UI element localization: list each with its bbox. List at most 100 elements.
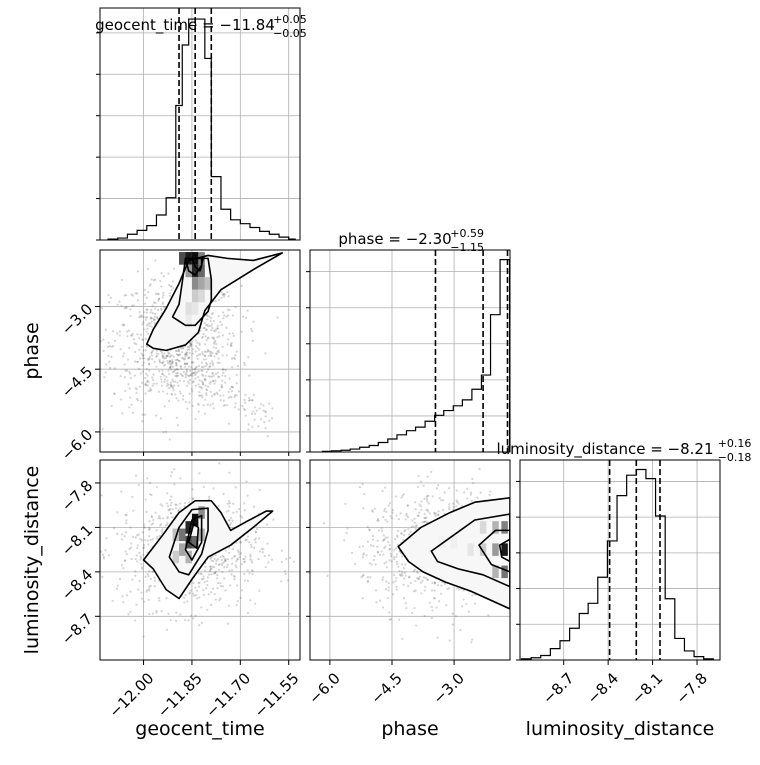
sample-point bbox=[216, 327, 219, 330]
sample-point bbox=[173, 468, 176, 471]
sample-point bbox=[241, 404, 244, 408]
sample-point bbox=[510, 598, 512, 600]
sample-point bbox=[142, 338, 145, 341]
sample-point bbox=[358, 485, 362, 489]
sample-point bbox=[412, 570, 415, 573]
density-cell bbox=[191, 277, 199, 290]
sample-point bbox=[130, 293, 133, 296]
sample-point bbox=[412, 590, 416, 593]
sample-point bbox=[388, 501, 392, 505]
sample-point bbox=[173, 483, 176, 486]
sample-point bbox=[113, 392, 116, 396]
sample-point bbox=[160, 384, 163, 387]
sample-point bbox=[235, 394, 238, 397]
sample-point bbox=[326, 574, 329, 577]
sample-point bbox=[194, 594, 198, 597]
sample-point bbox=[169, 504, 172, 507]
ytick-label: −3.0 bbox=[58, 300, 96, 338]
sample-point bbox=[227, 500, 231, 503]
sample-point bbox=[400, 532, 403, 535]
sample-point bbox=[95, 383, 97, 385]
sample-point bbox=[160, 272, 163, 275]
sample-point bbox=[144, 337, 147, 340]
sample-point bbox=[188, 392, 191, 395]
sample-point bbox=[145, 510, 148, 514]
sample-point bbox=[208, 315, 211, 318]
sample-point bbox=[213, 382, 216, 385]
sample-point bbox=[436, 636, 439, 639]
sample-point bbox=[140, 556, 143, 559]
sample-point bbox=[159, 361, 162, 364]
sample-point bbox=[514, 570, 516, 572]
sample-point bbox=[380, 550, 383, 553]
sample-point bbox=[401, 570, 404, 573]
sample-point bbox=[222, 556, 225, 559]
sample-point bbox=[257, 425, 260, 428]
hist-step-geocent_time bbox=[107, 18, 296, 240]
sample-point bbox=[401, 637, 404, 640]
sample-point bbox=[223, 404, 227, 407]
sample-point bbox=[170, 285, 173, 288]
sample-point bbox=[196, 371, 199, 374]
sample-point bbox=[149, 387, 152, 390]
sample-point bbox=[457, 588, 461, 591]
sample-point bbox=[218, 389, 221, 392]
sample-point bbox=[220, 323, 224, 326]
sample-point bbox=[172, 267, 176, 270]
sample-point bbox=[122, 601, 125, 604]
sample-point bbox=[466, 487, 469, 490]
sample-point bbox=[232, 555, 236, 558]
sample-point bbox=[180, 374, 184, 377]
sample-point bbox=[170, 501, 173, 504]
sample-point bbox=[471, 594, 474, 597]
sample-point bbox=[196, 357, 199, 360]
sample-point bbox=[411, 519, 414, 522]
sample-point bbox=[541, 589, 543, 591]
sample-point bbox=[146, 379, 149, 382]
sample-point bbox=[178, 353, 181, 356]
sample-point bbox=[229, 395, 232, 398]
sample-point bbox=[467, 610, 470, 613]
sample-point bbox=[136, 299, 140, 302]
sample-point bbox=[196, 341, 199, 344]
sample-point bbox=[196, 597, 199, 600]
sample-point bbox=[179, 392, 182, 395]
sample-point bbox=[202, 404, 205, 407]
sample-point bbox=[418, 511, 421, 514]
panel-geocent_time-phase bbox=[95, 250, 300, 452]
sample-point bbox=[147, 543, 150, 546]
sample-point bbox=[160, 523, 163, 526]
sample-point bbox=[235, 603, 238, 607]
sample-point bbox=[234, 305, 237, 309]
sample-point bbox=[229, 344, 232, 347]
sample-point bbox=[205, 363, 209, 366]
sample-point bbox=[140, 352, 143, 355]
sample-point bbox=[157, 297, 161, 301]
sample-point bbox=[231, 548, 235, 551]
xtick-label: −11.85 bbox=[154, 669, 206, 721]
sample-point bbox=[473, 602, 476, 605]
sample-point bbox=[230, 390, 234, 393]
sample-point bbox=[344, 502, 347, 506]
sample-point bbox=[154, 259, 157, 262]
sample-point bbox=[424, 576, 427, 579]
sample-point bbox=[423, 497, 426, 501]
sample-point bbox=[203, 354, 206, 357]
sample-point bbox=[240, 562, 243, 566]
sample-point bbox=[161, 301, 165, 304]
sample-point bbox=[414, 579, 417, 583]
sample-point bbox=[183, 363, 186, 366]
sample-point bbox=[139, 314, 142, 317]
sample-point bbox=[522, 561, 524, 563]
sample-point bbox=[198, 624, 201, 627]
sample-point bbox=[241, 315, 245, 318]
sample-point bbox=[176, 424, 180, 427]
sample-point bbox=[131, 411, 135, 414]
sample-point bbox=[433, 589, 436, 592]
sample-point bbox=[123, 559, 127, 562]
sample-point bbox=[215, 391, 218, 394]
sample-point bbox=[198, 343, 201, 346]
sample-point bbox=[134, 619, 137, 622]
sample-point bbox=[146, 346, 149, 349]
sample-point bbox=[169, 365, 172, 369]
